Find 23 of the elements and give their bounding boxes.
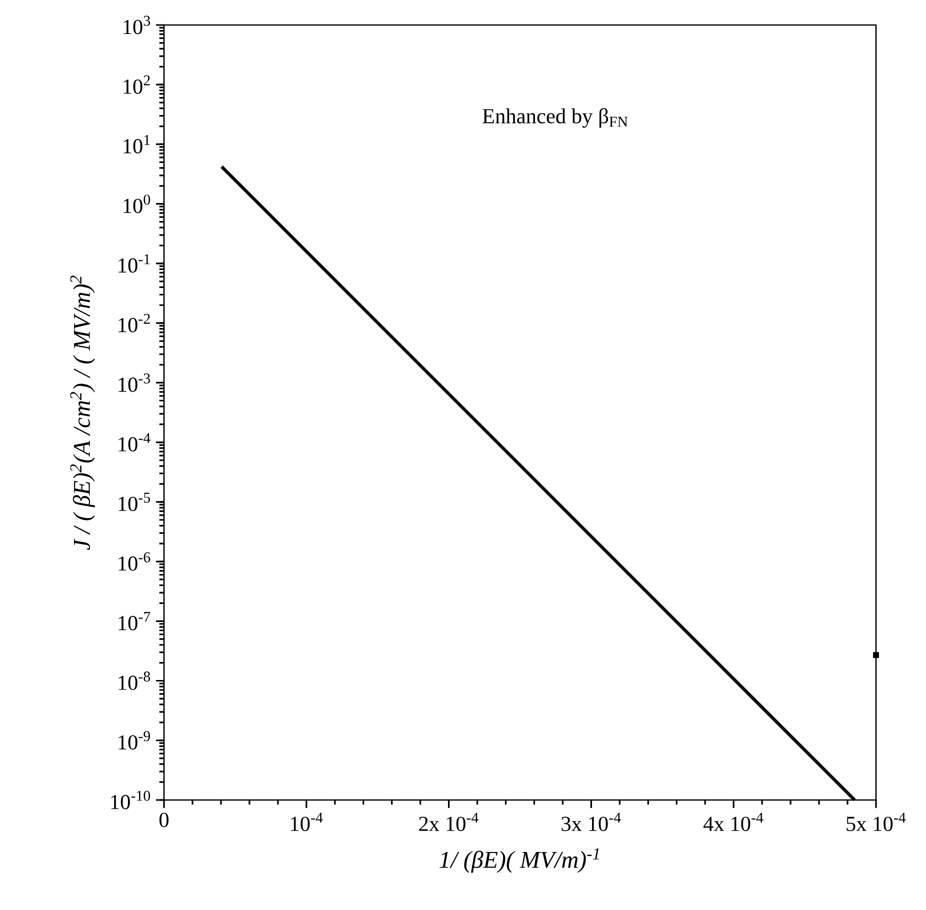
y-tick-label: 10$^{-7}$ — [118, 612, 150, 630]
x-tick-label: 0 — [159, 812, 169, 828]
x-tick-label: 2x 10$^{-4}$ — [419, 812, 478, 832]
x-tick-label: 3x 10$^{-4}$ — [562, 812, 621, 832]
y-tick-label: 10$^{3}$ — [124, 16, 150, 34]
y-tick-label: 10$^{1}$ — [124, 135, 150, 154]
y-tick-label: 10$^{-5}$ — [118, 492, 150, 512]
y-tick-label: 10$^{-2}$ — [118, 314, 150, 332]
y-tick-label: 10$^{-10}$ — [111, 790, 150, 810]
y-tick-label: 10$^{0}$ — [124, 194, 150, 214]
x-tick-label: 4x 10$^{-4}$ — [703, 812, 764, 832]
y-tick-label: 10$^{-1}$ — [118, 254, 150, 273]
y-tick-label: 10$^{-3}$ — [118, 373, 150, 392]
annotation: Enhanced by β$_{FN}$ — [482, 108, 628, 128]
y-tick-label: 10$^{-4}$ — [118, 433, 150, 452]
x-axis-title: 1/ (βE)( MV/m)$^{-1}$ — [440, 848, 599, 873]
x-tick-label: 10$^{-4}$ — [291, 812, 323, 832]
y-tick-label: 10$^{-8}$ — [118, 672, 150, 690]
x-tick-label: 5x 10$^{-4}$ — [846, 812, 906, 832]
y-axis-title: J / ( βE)$^{2}$(A /cm$^{2}$) / ( MV/m)$^{2}$ — [70, 276, 95, 550]
y-tick-label: 10$^{2}$ — [124, 75, 150, 94]
y-tick-label: 10$^{-6}$ — [118, 552, 150, 571]
y-tick-label: 10$^{-9}$ — [118, 731, 150, 750]
